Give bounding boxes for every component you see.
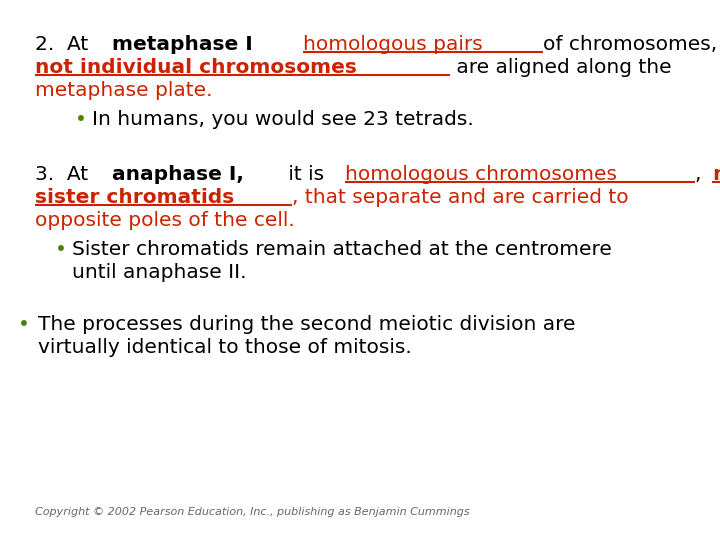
Text: not individual chromosomes: not individual chromosomes [35,58,357,77]
Text: virtually identical to those of mitosis.: virtually identical to those of mitosis. [38,338,412,357]
Text: ,: , [696,165,708,184]
Text: 2.  At: 2. At [35,35,94,54]
Text: homologous pairs: homologous pairs [302,35,489,54]
Text: opposite poles of the cell.: opposite poles of the cell. [35,211,294,230]
Text: , that separate and are carried to: , that separate and are carried to [292,188,629,207]
Text: it is: it is [282,165,330,184]
Text: •: • [55,240,67,259]
Text: Copyright © 2002 Pearson Education, Inc., publishing as Benjamin Cummings: Copyright © 2002 Pearson Education, Inc.… [35,507,469,517]
Text: not: not [712,165,720,184]
Text: metaphase I: metaphase I [112,35,260,54]
Text: are aligned along the: are aligned along the [450,58,672,77]
Text: Sister chromatids remain attached at the centromere: Sister chromatids remain attached at the… [72,240,612,259]
Text: homologous chromosomes: homologous chromosomes [344,165,616,184]
Text: metaphase plate.: metaphase plate. [35,81,212,100]
Text: 3.  At: 3. At [35,165,94,184]
Text: •: • [18,315,30,334]
Text: until anaphase II.: until anaphase II. [72,263,246,282]
Text: anaphase I,: anaphase I, [112,165,243,184]
Text: of chromosomes,: of chromosomes, [543,35,717,54]
Text: The processes during the second meiotic division are: The processes during the second meiotic … [38,315,575,334]
Text: In humans, you would see 23 tetrads.: In humans, you would see 23 tetrads. [92,110,474,129]
Text: sister chromatids: sister chromatids [35,188,234,207]
Text: •: • [75,110,87,129]
